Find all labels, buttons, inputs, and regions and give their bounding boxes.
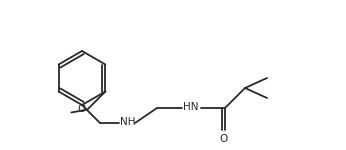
Text: O: O (220, 134, 228, 144)
Text: HN: HN (183, 102, 199, 112)
Text: NH: NH (120, 117, 136, 127)
Text: O: O (77, 103, 85, 114)
